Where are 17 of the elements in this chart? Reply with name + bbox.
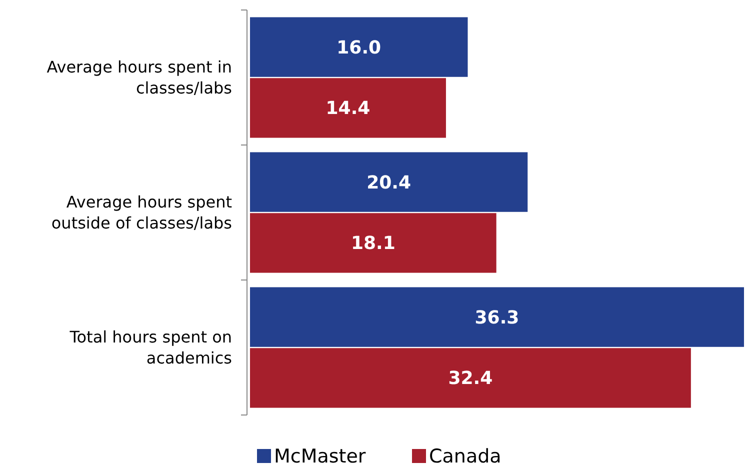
data-label: 14.4: [326, 98, 370, 120]
bar: [250, 152, 528, 212]
y-tick-label: Average hours spent in classes/labs: [46, 58, 232, 98]
bar: [250, 213, 496, 273]
data-label: 16.0: [336, 37, 382, 58]
legend-label: Canada: [429, 446, 502, 468]
data-label: 20.4: [366, 172, 412, 194]
y-tick-label: Average hours spent outside of classes/labs: [51, 192, 232, 233]
y-tick-label: Total hours spent on academics: [68, 328, 232, 368]
bar: [250, 287, 744, 347]
bar: [250, 348, 691, 408]
bar: [250, 17, 468, 77]
bar: [250, 78, 446, 138]
data-label: 18.1: [350, 233, 396, 254]
data-label: 32.4: [448, 368, 493, 390]
legend-label: McMaster: [274, 446, 366, 468]
data-label: 36.3: [474, 307, 520, 328]
